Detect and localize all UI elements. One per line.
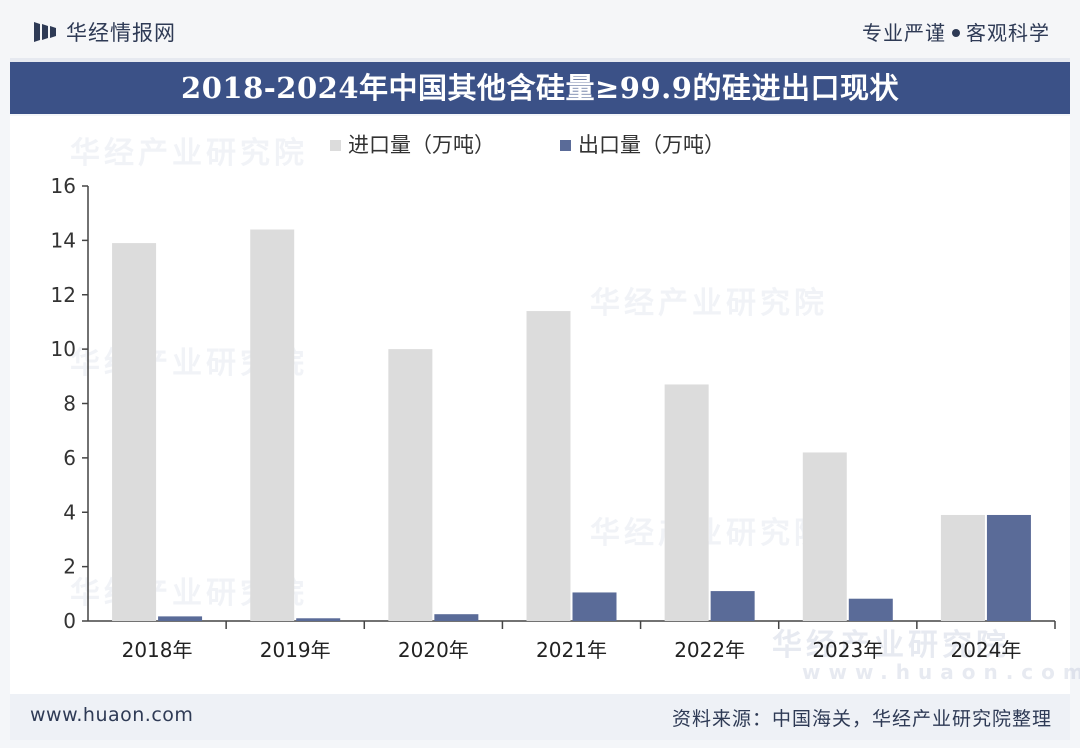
x-tick-label: 2024年 bbox=[950, 638, 1021, 662]
import-bar bbox=[250, 229, 295, 621]
logo-icon bbox=[34, 22, 56, 42]
export-bar bbox=[296, 618, 341, 621]
legend-swatch bbox=[560, 140, 571, 151]
export-bar bbox=[710, 591, 755, 621]
y-tick-label: 0 bbox=[63, 609, 76, 633]
x-tick-label: 2020年 bbox=[398, 638, 469, 662]
legend-swatch bbox=[330, 140, 341, 151]
import-bar bbox=[388, 349, 433, 621]
export-bar bbox=[572, 592, 617, 621]
tagline: 专业严谨 客观科学 bbox=[862, 17, 1050, 46]
legend-label: 进口量（万吨） bbox=[348, 133, 495, 157]
y-tick-label: 12 bbox=[51, 283, 76, 307]
title-bar: 2018-2024年中国其他含硅量≥99.9的硅进出口现状 bbox=[10, 58, 1070, 114]
y-tick-label: 14 bbox=[51, 228, 76, 252]
export-bar bbox=[986, 514, 1031, 621]
y-tick-label: 8 bbox=[63, 392, 76, 416]
legend-label: 出口量（万吨） bbox=[578, 133, 725, 157]
export-bar bbox=[158, 616, 203, 621]
x-tick-label: 2021年 bbox=[536, 638, 607, 662]
footer-source: 资料来源：中国海关，华经产业研究院整理 bbox=[671, 708, 1052, 730]
y-tick-label: 4 bbox=[63, 500, 76, 524]
tagline-left: 专业严谨 bbox=[862, 21, 946, 45]
import-bar bbox=[526, 311, 571, 621]
footer: www.huaon.com 资料来源：中国海关，华经产业研究院整理 bbox=[10, 694, 1070, 740]
chart-title: 2018-2024年中国其他含硅量≥99.9的硅进出口现状 bbox=[181, 71, 899, 105]
y-tick-label: 2 bbox=[63, 555, 76, 579]
export-bar bbox=[434, 614, 479, 621]
chart-area: 华经产业研究院 华经产业研究院 华经产业研究院 华经产业研究院 华经产业研究院 … bbox=[10, 116, 1080, 694]
import-bar bbox=[664, 384, 709, 621]
y-tick-label: 6 bbox=[63, 446, 76, 470]
x-tick-label: 2019年 bbox=[260, 638, 331, 662]
x-tick-label: 2022年 bbox=[674, 638, 745, 662]
footer-url: www.huaon.com bbox=[30, 704, 194, 726]
bar-chart: 进口量（万吨） 出口量（万吨） 0 2 4 6 8 10 12 14 16 2018年 2019年 202… bbox=[51, 133, 1056, 662]
import-bar bbox=[802, 452, 847, 621]
export-bar bbox=[848, 598, 893, 621]
y-tick-label: 16 bbox=[51, 174, 76, 198]
tagline-right: 客观科学 bbox=[966, 21, 1050, 45]
y-tick-label: 10 bbox=[51, 337, 76, 361]
x-tick-label: 2018年 bbox=[122, 638, 193, 662]
import-bar bbox=[112, 243, 157, 621]
x-tick-label: 2023年 bbox=[812, 638, 883, 662]
header: 华经情报网 专业严谨 客观科学 bbox=[0, 0, 1080, 60]
brand-name: 华经情报网 bbox=[66, 21, 176, 45]
import-bar bbox=[940, 514, 985, 621]
bullet-dot-icon bbox=[952, 29, 960, 37]
